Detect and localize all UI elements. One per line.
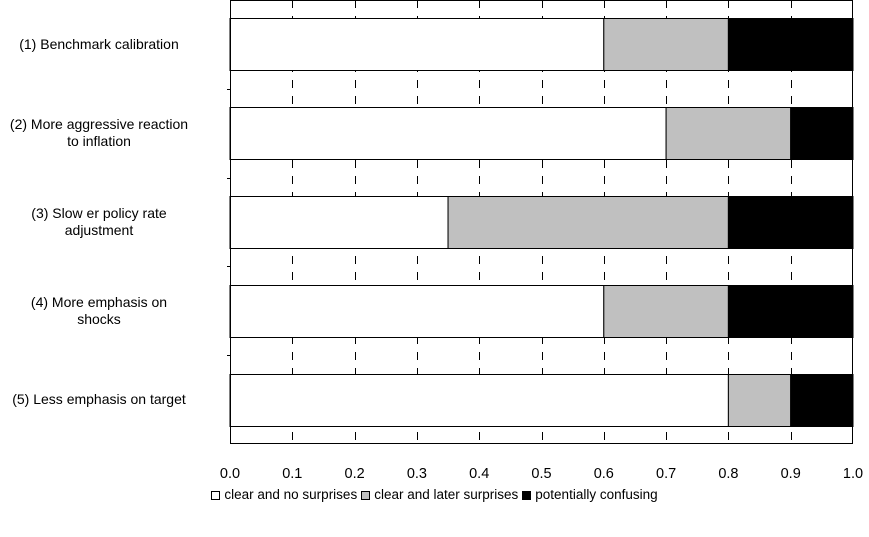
category-label: (3) Slow er policy rate adjustment: [0, 205, 219, 239]
category-label: (4) More emphasis on shocks: [0, 294, 219, 328]
legend-swatch: [361, 491, 371, 500]
bar-clear-and-no-surprises: [229, 374, 729, 427]
bar-clear-and-no-surprises: [229, 18, 605, 71]
x-tick-label: 0.4: [469, 466, 489, 482]
bar-clear-and-no-surprises: [229, 196, 449, 249]
bar-potentially-confusing: [727, 196, 854, 249]
category-label-line: to inflation: [67, 133, 131, 150]
category-label-line: (3) Slow er policy rate: [31, 205, 167, 221]
plot-frame: [230, 0, 853, 444]
bar-clear-and-later-surprises: [447, 196, 729, 249]
bar-clear-and-later-surprises: [665, 107, 792, 160]
bar-clear-and-no-surprises: [229, 285, 605, 338]
legend-label: clear and no surprises: [224, 487, 358, 502]
x-tick-label: 0.5: [531, 466, 551, 482]
bar-potentially-confusing: [790, 107, 854, 160]
category-label-line: adjustment: [64, 222, 134, 238]
category-label-line: (1) Benchmark calibration: [19, 35, 179, 52]
bar-clear-and-later-surprises: [603, 285, 729, 338]
x-tick-label: 1.0: [843, 466, 863, 482]
x-tick-label: 0.7: [656, 466, 676, 482]
category-label-line: (4) More emphasis on: [30, 293, 168, 310]
legend: clear and no surprises clear and later su…: [0, 487, 869, 502]
x-tick-label: 0.9: [781, 466, 801, 482]
legend-label: clear and later surprises: [374, 487, 519, 502]
bar-clear-and-no-surprises: [229, 107, 667, 160]
category-label-line: (2) More aggressive reaction: [9, 116, 189, 133]
x-tick-label: 0.8: [718, 466, 738, 482]
x-tick-label: 0.0: [220, 466, 240, 482]
bar-clear-and-later-surprises: [727, 374, 792, 427]
bar-potentially-confusing: [727, 285, 854, 338]
category-label: (2) More aggressive reaction to inflation: [0, 116, 219, 150]
legend-swatch: [211, 491, 221, 500]
bar-potentially-confusing: [790, 374, 854, 427]
category-label: (5) Less emphasis on target: [0, 391, 219, 408]
category-label: (1) Benchmark calibration: [0, 36, 219, 53]
legend-item: clear and later surprises: [361, 487, 518, 502]
legend-item: clear and no surprises: [211, 487, 357, 502]
legend-label: potentially confusing: [535, 487, 658, 502]
x-tick-label: 0.2: [345, 466, 365, 482]
bars: [229, 18, 854, 427]
legend-item: potentially confusing: [522, 487, 658, 502]
bar-potentially-confusing: [727, 18, 854, 71]
category-label-line: (5) Less emphasis on target: [12, 391, 186, 408]
x-tick-label: 0.6: [594, 466, 614, 482]
x-tick-label: 0.1: [282, 466, 302, 482]
category-label-line: shocks: [77, 310, 121, 327]
bar-clear-and-later-surprises: [603, 18, 729, 71]
x-tick-label: 0.3: [407, 466, 427, 482]
legend-swatch: [522, 491, 532, 500]
grid-lines: [292, 0, 792, 444]
x-axis: 0.0 0.1 0.2 0.3 0.4 0.5 0.6 0.7 0.8 0.9 1.0: [220, 0, 863, 482]
